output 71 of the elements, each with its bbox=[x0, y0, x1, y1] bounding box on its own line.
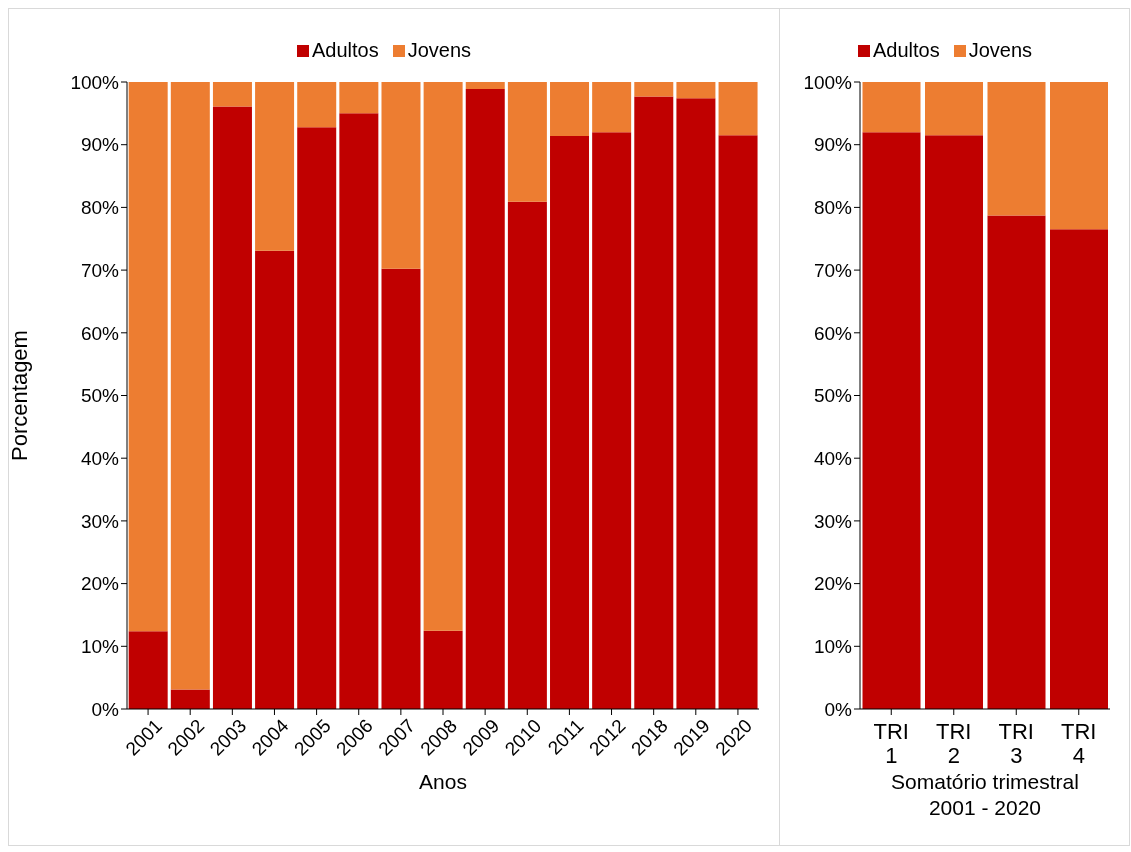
bar bbox=[862, 82, 921, 133]
y-tick-label: 40% bbox=[813, 447, 853, 469]
bar bbox=[465, 82, 505, 89]
y-tick-label: 20% bbox=[813, 573, 853, 595]
bar bbox=[212, 106, 252, 709]
y-tick-label: 10% bbox=[80, 636, 120, 658]
bar bbox=[718, 135, 758, 709]
bar bbox=[170, 82, 210, 690]
y-tick-label: 70% bbox=[80, 259, 120, 281]
x-tick-label: TRI 4 bbox=[1061, 719, 1097, 768]
y-tick-label: 100% bbox=[70, 71, 120, 93]
bar bbox=[987, 215, 1046, 709]
bar bbox=[423, 630, 463, 709]
y-tick-label: 80% bbox=[80, 197, 120, 219]
bar bbox=[297, 127, 337, 709]
y-tick-label: 70% bbox=[813, 259, 853, 281]
bar bbox=[507, 201, 547, 709]
bar bbox=[255, 82, 295, 251]
bar bbox=[212, 82, 252, 107]
bar bbox=[634, 82, 674, 97]
x-tick-label: TRI 1 bbox=[873, 719, 909, 768]
bar bbox=[676, 82, 716, 99]
bar bbox=[592, 132, 632, 709]
y-tick-label: 20% bbox=[80, 573, 120, 595]
y-tick-label: 100% bbox=[803, 71, 853, 93]
y-tick-label: 60% bbox=[80, 322, 120, 344]
x-tick-label: TRI 2 bbox=[936, 719, 972, 768]
y-tick-label: 10% bbox=[813, 636, 853, 658]
bar bbox=[381, 268, 421, 709]
bar bbox=[634, 96, 674, 709]
x-axis-title: Somatório trimestral 2001 - 2020 bbox=[890, 769, 1080, 821]
bar bbox=[718, 82, 758, 136]
bar bbox=[1050, 229, 1108, 709]
y-tick-label: 90% bbox=[813, 134, 853, 156]
y-tick-label: 90% bbox=[80, 134, 120, 156]
y-tick-label: 50% bbox=[813, 385, 853, 407]
bar bbox=[255, 250, 295, 709]
bar bbox=[550, 135, 590, 709]
bar bbox=[339, 82, 379, 114]
bar bbox=[128, 631, 168, 709]
bar bbox=[1050, 82, 1108, 230]
bar bbox=[925, 82, 983, 136]
bar bbox=[128, 82, 168, 632]
y-tick-label: 60% bbox=[813, 322, 853, 344]
bar bbox=[339, 113, 379, 709]
bar bbox=[676, 98, 716, 709]
x-axis-title: Anos bbox=[419, 769, 467, 795]
bar bbox=[465, 88, 505, 709]
y-tick-label: 30% bbox=[813, 510, 853, 532]
legend-label: Adultos bbox=[872, 39, 940, 62]
bar bbox=[550, 82, 590, 136]
legend-label: Adultos bbox=[311, 39, 379, 62]
bar bbox=[862, 132, 921, 709]
x-tick-label: TRI 3 bbox=[998, 719, 1034, 768]
y-tick-label: 0% bbox=[824, 698, 853, 720]
y-tick-label: 40% bbox=[80, 447, 120, 469]
y-tick-label: 0% bbox=[91, 698, 120, 720]
y-tick-label: 50% bbox=[80, 385, 120, 407]
y-tick-label: 80% bbox=[813, 197, 853, 219]
legend-label: Jovens bbox=[968, 39, 1033, 62]
bar bbox=[297, 82, 337, 128]
y-axis-title: Porcentagem bbox=[6, 330, 32, 461]
bar bbox=[507, 82, 547, 202]
bar bbox=[987, 82, 1046, 216]
bar bbox=[423, 82, 463, 631]
y-tick-label: 30% bbox=[80, 510, 120, 532]
bar bbox=[592, 82, 632, 133]
legend-label: Jovens bbox=[407, 39, 472, 62]
bar bbox=[381, 82, 421, 269]
bar bbox=[925, 135, 983, 709]
bar bbox=[170, 689, 210, 709]
